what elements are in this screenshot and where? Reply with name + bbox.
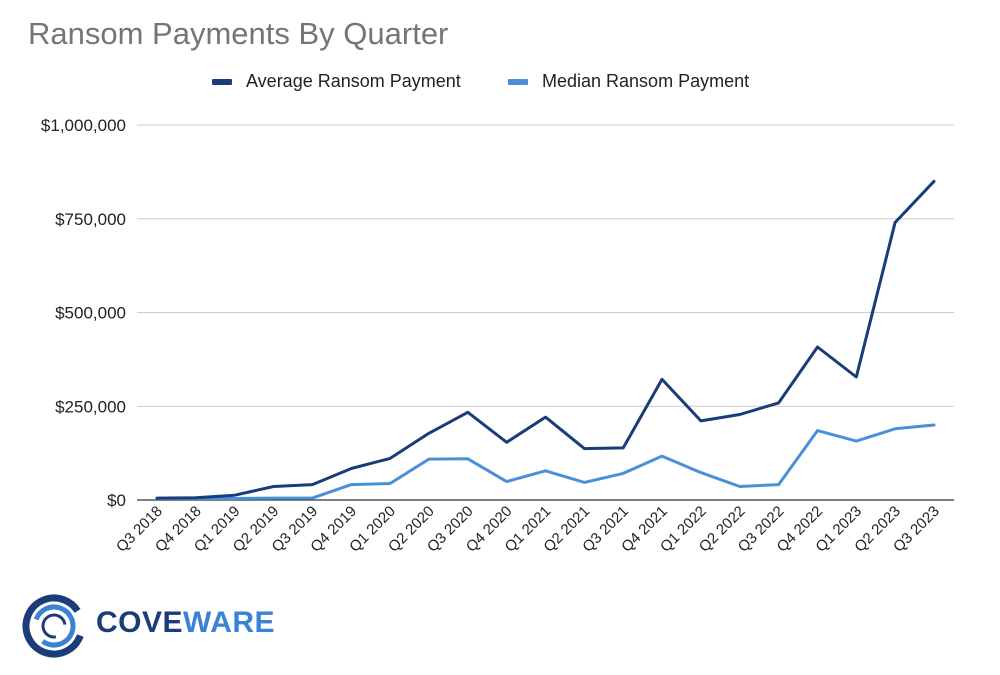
chart-title: Ransom Payments By Quarter <box>28 16 449 51</box>
series-line-median <box>155 423 936 500</box>
legend: Average Ransom Payment Median Ransom Pay… <box>0 71 1000 95</box>
legend-item-average: Average Ransom Payment <box>212 71 461 92</box>
legend-label-median: Median Ransom Payment <box>542 71 750 91</box>
y-tick-label: $1,000,000 <box>41 116 126 135</box>
logo-text-cove: COVE <box>96 606 184 639</box>
y-tick-label: $500,000 <box>55 304 126 323</box>
legend-label-average: Average Ransom Payment <box>246 71 461 91</box>
logo-ring-icon <box>22 594 86 658</box>
logo-text-ware: WARE <box>183 606 276 639</box>
y-tick-label: $250,000 <box>55 397 126 416</box>
y-tick-label: $0 <box>107 491 126 510</box>
logo-text: COVEWARE <box>96 606 275 640</box>
series-line-average <box>155 179 936 500</box>
legend-swatch-average <box>212 78 232 85</box>
coveware-logo: COVEWARE <box>20 592 275 662</box>
legend-item-median: Median Ransom Payment <box>508 71 749 92</box>
y-tick-label: $750,000 <box>55 210 126 229</box>
legend-swatch-median <box>508 78 528 85</box>
